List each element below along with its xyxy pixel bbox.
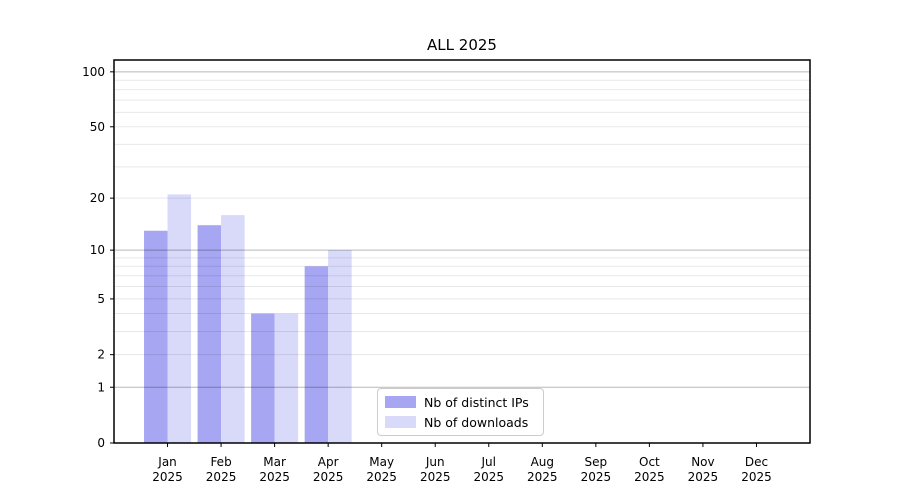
y-tick-label: 0	[97, 436, 105, 450]
y-tick-label: 1	[97, 380, 105, 394]
x-tick-label-dec: Dec 2025	[741, 455, 772, 484]
bar-mar-downloads	[274, 313, 299, 443]
x-tick-label-sep: Sep 2025	[581, 455, 612, 484]
bar-jan-downloads	[167, 194, 192, 443]
y-tick-label: 5	[97, 292, 105, 306]
x-tick-label-jun: Jun 2025	[420, 455, 451, 484]
bar-feb-downloads	[221, 215, 245, 443]
y-tick-label: 100	[82, 65, 105, 79]
y-tick-label: 10	[90, 243, 105, 257]
legend-entry-downloads: Nb of downloads	[385, 415, 535, 430]
bar-apr-downloads	[328, 250, 352, 443]
y-tick-label: 20	[90, 191, 105, 205]
plot-frame	[113, 59, 811, 444]
bar-jan-distinct-ips	[144, 230, 168, 443]
x-tick-label-jan: Jan 2025	[152, 455, 183, 484]
x-tick-label-aug: Aug 2025	[527, 455, 558, 484]
legend-swatch-downloads	[385, 416, 416, 428]
legend: Nb of distinct IPs Nb of downloads	[377, 388, 544, 436]
x-tick-label-feb: Feb 2025	[206, 455, 237, 484]
legend-label-downloads: Nb of downloads	[424, 414, 529, 430]
x-tick-label-jul: Jul 2025	[473, 455, 504, 484]
bar-mar-distinct-ips	[251, 313, 275, 443]
bar-apr-distinct-ips	[304, 266, 329, 443]
x-tick-label-apr: Apr 2025	[313, 455, 344, 484]
chart-title: ALL 2025	[427, 36, 497, 54]
y-tick-label: 2	[97, 348, 105, 362]
legend-label-distinct-ips: Nb of distinct IPs	[424, 394, 529, 410]
x-tick-label-mar: Mar 2025	[259, 455, 290, 484]
legend-swatch-distinct-ips	[385, 396, 416, 408]
legend-entry-distinct-ips: Nb of distinct IPs	[385, 395, 535, 410]
y-tick-label: 50	[90, 120, 105, 134]
bar-feb-distinct-ips	[197, 225, 222, 443]
x-tick-label-oct: Oct 2025	[634, 455, 665, 484]
x-tick-label-nov: Nov 2025	[688, 455, 719, 484]
x-tick-label-may: May 2025	[366, 455, 397, 484]
